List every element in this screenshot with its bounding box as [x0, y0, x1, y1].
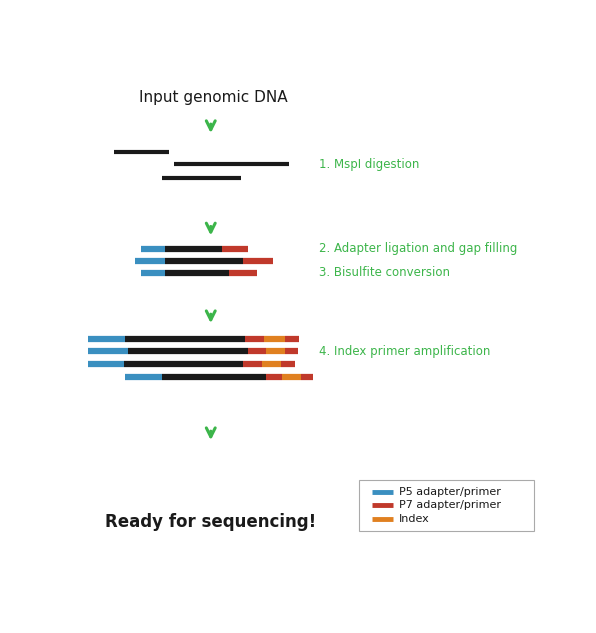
FancyBboxPatch shape — [359, 480, 534, 530]
Text: Input genomic DNA: Input genomic DNA — [139, 91, 287, 105]
Text: P5 adapter/primer: P5 adapter/primer — [399, 487, 501, 497]
Text: P7 adapter/primer: P7 adapter/primer — [399, 500, 501, 510]
Text: 3. Bisulfite conversion: 3. Bisulfite conversion — [319, 266, 451, 279]
Text: Ready for sequencing!: Ready for sequencing! — [105, 513, 316, 531]
Text: 2. Adapter ligation and gap filling: 2. Adapter ligation and gap filling — [319, 242, 518, 256]
Text: Index: Index — [399, 514, 430, 524]
Text: 4. Index primer amplification: 4. Index primer amplification — [319, 345, 491, 358]
Text: 1. MspI digestion: 1. MspI digestion — [319, 158, 420, 171]
